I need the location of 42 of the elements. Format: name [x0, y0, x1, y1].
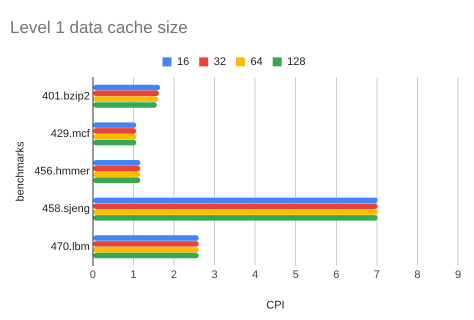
legend-label: 16	[176, 56, 190, 68]
bar	[93, 134, 136, 140]
bar	[93, 96, 158, 102]
x-axis-title: CPI	[266, 299, 285, 312]
y-tick-label: 456.hmmer	[34, 166, 90, 178]
x-tick-label: 6	[333, 269, 340, 282]
bar	[93, 241, 199, 247]
x-tick-label: 1	[130, 269, 136, 282]
bar	[93, 235, 199, 241]
bar	[93, 102, 157, 108]
bar	[93, 84, 160, 90]
bar	[93, 177, 140, 184]
x-tick-label: 5	[292, 269, 299, 282]
bar	[93, 128, 136, 134]
bar	[93, 122, 136, 128]
x-tick-label: 4	[252, 269, 258, 282]
bar	[93, 252, 199, 258]
y-tick-label: 401.bzip2	[42, 90, 90, 102]
y-tick-label: 458.sjeng	[42, 203, 90, 216]
y-axis-title: benchmarks	[14, 141, 27, 202]
x-tick-label: 7	[374, 269, 380, 282]
bar	[93, 246, 199, 252]
bar	[93, 198, 378, 204]
bar	[93, 160, 140, 166]
bar	[93, 203, 378, 209]
bar	[93, 90, 159, 96]
x-tick-label: 0	[90, 269, 96, 282]
x-tick-label: 8	[414, 269, 420, 282]
x-tick-label: 3	[211, 269, 218, 282]
bar	[93, 209, 378, 215]
chart-title: Level 1 data cache size	[10, 18, 188, 37]
legend-label: 32	[214, 56, 226, 68]
bar	[93, 215, 378, 221]
bar	[93, 166, 140, 172]
x-tick-label: 2	[170, 269, 178, 282]
bar	[93, 172, 140, 178]
y-tick-label: 470.lbm	[50, 240, 90, 253]
x-tick-label: 9	[454, 269, 462, 282]
y-tick-label: 429.mcf	[50, 128, 91, 140]
bar	[93, 140, 136, 146]
legend-label: 128	[287, 56, 306, 68]
legend-label: 64	[250, 56, 263, 68]
